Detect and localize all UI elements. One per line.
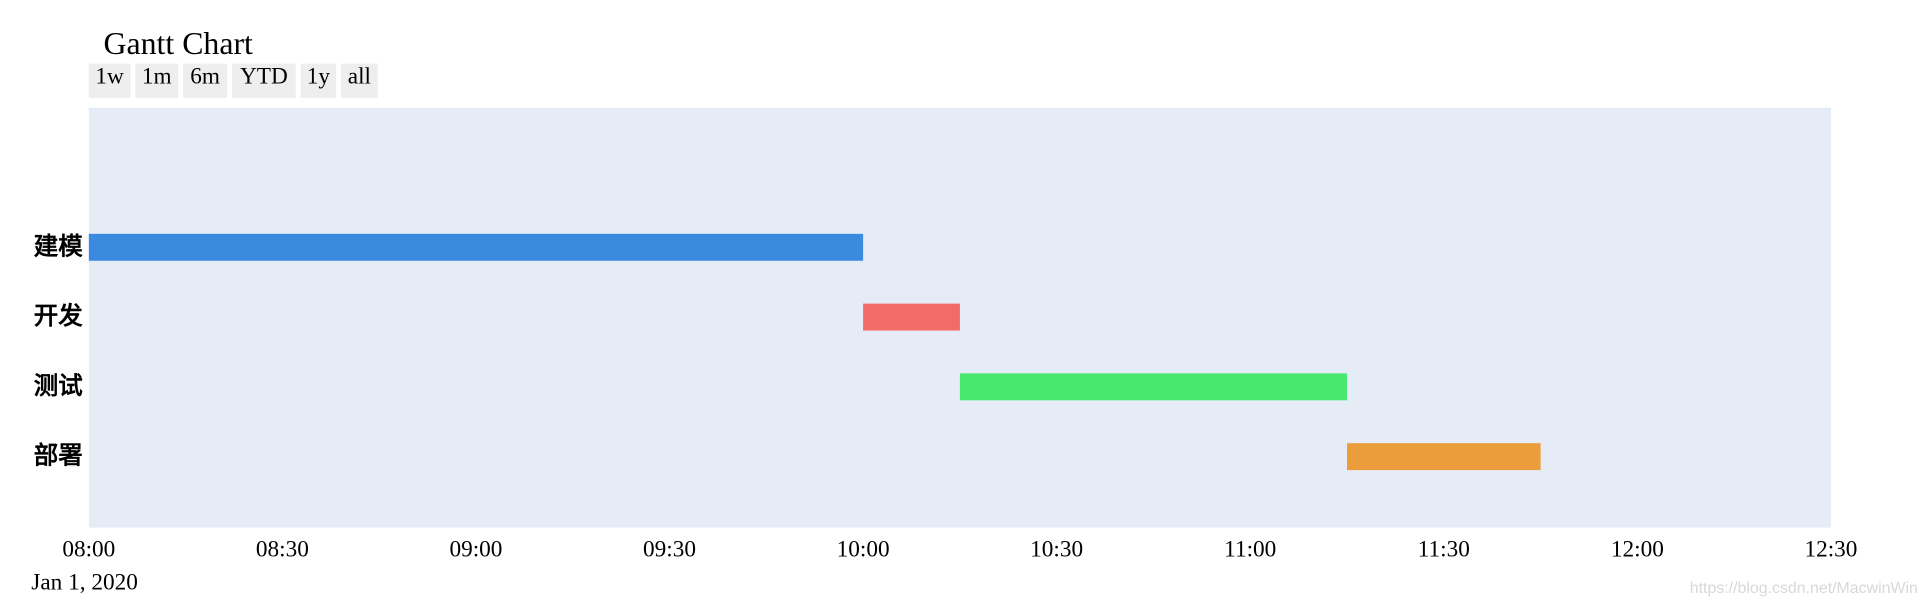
x-tick-label: 11:30	[1418, 536, 1470, 562]
range-button-label[interactable]: 1m	[142, 64, 172, 90]
range-button[interactable]	[232, 63, 296, 98]
range-button[interactable]	[135, 63, 179, 98]
task-bar	[88, 233, 864, 261]
plot-area	[88, 107, 1831, 528]
y-tick-label: 建模	[34, 231, 83, 260]
range-button-label[interactable]: 1w	[95, 64, 124, 90]
range-button-label[interactable]: YTD	[240, 64, 288, 90]
y-tick-label: 开发	[34, 301, 83, 330]
range-button-label[interactable]: all	[348, 64, 371, 90]
task-bar	[959, 373, 1348, 401]
watermark: https://blog.csdn.net/MacwinWin	[1690, 580, 1918, 597]
x-tick-label: 08:30	[256, 536, 309, 562]
x-tick-label: 08:00	[62, 536, 115, 562]
x-tick-label: 12:30	[1804, 536, 1857, 562]
x-date-label: Jan 1, 2020	[31, 569, 138, 595]
x-tick-label: 10:00	[837, 536, 890, 562]
range-button-label[interactable]: 1y	[307, 64, 331, 90]
range-button[interactable]	[300, 63, 337, 98]
task-bar	[863, 303, 960, 331]
x-tick-label: 09:30	[643, 536, 696, 562]
x-tick-label: 10:30	[1030, 536, 1083, 562]
x-tick-label: 12:00	[1611, 536, 1664, 562]
range-button-label[interactable]: 6m	[190, 64, 220, 90]
task-bar	[1347, 443, 1541, 471]
x-tick-label: 09:00	[449, 536, 502, 562]
y-tick-label: 测试	[34, 371, 83, 400]
range-button[interactable]	[341, 63, 378, 98]
y-tick-label: 部署	[34, 441, 83, 470]
range-button[interactable]	[183, 63, 228, 98]
chart-title: Gantt Chart	[104, 26, 254, 61]
range-button[interactable]	[88, 63, 131, 98]
x-tick-label: 11:00	[1224, 536, 1276, 562]
